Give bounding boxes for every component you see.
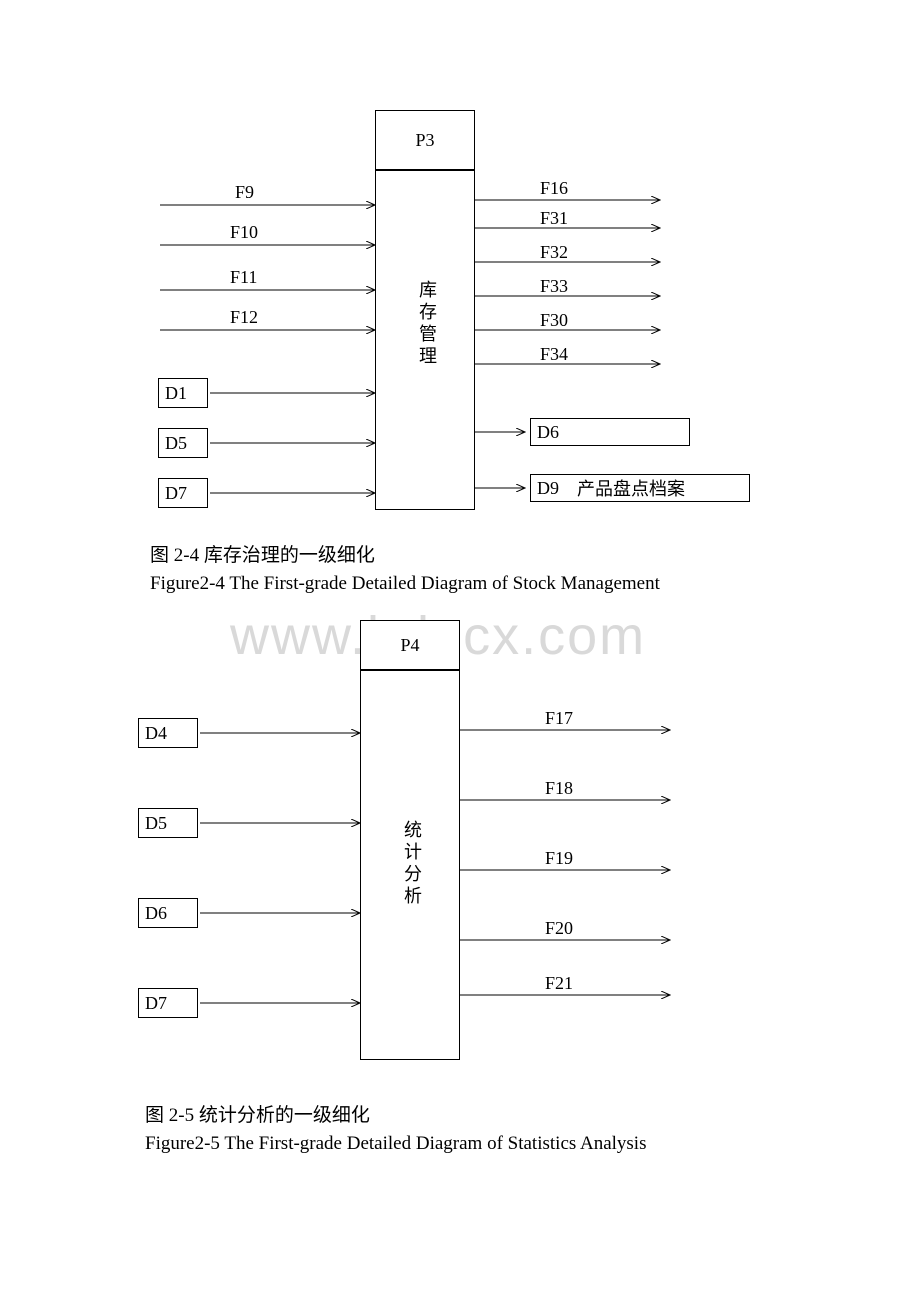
process-p4-header-label: P4 — [400, 635, 419, 656]
data2-d6: D6 — [138, 898, 198, 928]
data-d6-id: D6 — [537, 422, 559, 443]
data-d5-label: D5 — [165, 433, 187, 454]
caption2-cn: 图 2-5 统计分析的一级细化 — [145, 1100, 370, 1127]
data-d6: D6 — [530, 418, 690, 446]
caption1-cn: 图 2-4 库存治理的一级细化 — [150, 540, 375, 567]
data-d9-label: 产品盘点档案 — [577, 475, 685, 501]
flow-f31: F31 — [540, 208, 568, 229]
flow-f32: F32 — [540, 242, 568, 263]
flow-f20: F20 — [545, 918, 573, 939]
process-p3-body-label: 库存管理 — [414, 280, 440, 368]
data-d9-id: D9 — [537, 478, 559, 499]
flow-f18: F18 — [545, 778, 573, 799]
data2-d4: D4 — [138, 718, 198, 748]
flow-f16: F16 — [540, 178, 568, 199]
flow-f21: F21 — [545, 973, 573, 994]
process-p4-body-label: 统计分析 — [399, 820, 425, 908]
data2-d7-label: D7 — [145, 993, 167, 1014]
flow-f34: F34 — [540, 344, 568, 365]
flow-f12: F12 — [230, 307, 258, 328]
data2-d4-label: D4 — [145, 723, 167, 744]
data-d7-label: D7 — [165, 483, 187, 504]
data2-d6-label: D6 — [145, 903, 167, 924]
data-d1: D1 — [158, 378, 208, 408]
process-p3-header-label: P3 — [415, 130, 434, 151]
data-d1-label: D1 — [165, 383, 187, 404]
flow-f19: F19 — [545, 848, 573, 869]
data2-d5-label: D5 — [145, 813, 167, 834]
process-p4-header: P4 — [360, 620, 460, 670]
flow-f33: F33 — [540, 276, 568, 297]
flow-f10: F10 — [230, 222, 258, 243]
flow-f11: F11 — [230, 267, 257, 288]
caption2-en: Figure2-5 The First-grade Detailed Diagr… — [145, 1133, 646, 1155]
data-d9: D9 产品盘点档案 — [530, 474, 750, 502]
data-d7: D7 — [158, 478, 208, 508]
caption1-en: Figure2-4 The First-grade Detailed Diagr… — [150, 573, 660, 595]
data2-d7: D7 — [138, 988, 198, 1018]
flow-f17: F17 — [545, 708, 573, 729]
flow-f9: F9 — [235, 182, 254, 203]
data-d5: D5 — [158, 428, 208, 458]
process-p3-header: P3 — [375, 110, 475, 170]
data2-d5: D5 — [138, 808, 198, 838]
flow-f30: F30 — [540, 310, 568, 331]
